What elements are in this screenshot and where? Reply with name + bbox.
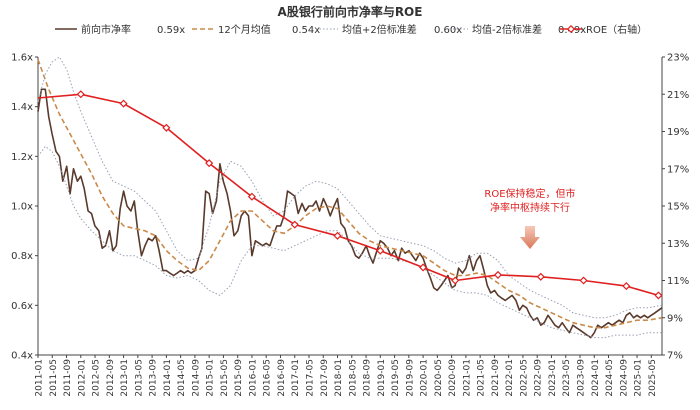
roe-point-marker — [162, 123, 171, 132]
x-tick-label: 2020-01 — [420, 359, 430, 397]
x-tick-label: 2025-05 — [648, 359, 658, 397]
x-tick-label: 2020-05 — [434, 359, 444, 397]
x-tick-label: 2011-09 — [63, 359, 73, 397]
x-tick-label: 2019-01 — [377, 359, 387, 397]
x-tick-label: 2011-05 — [49, 359, 59, 397]
series-line-3 — [37, 145, 662, 339]
x-tick-label: 2016-09 — [277, 359, 287, 397]
legend-label-1: 12个月均值 — [218, 23, 271, 36]
annotation-text-line: ROE保持稳定，但市 — [484, 187, 575, 200]
x-tick-label: 2018-09 — [363, 359, 373, 397]
y-right-tick-label: 7% — [667, 351, 683, 362]
y-left-tick-label: 1.4x — [11, 102, 33, 113]
x-tick-label: 2014-05 — [177, 359, 187, 397]
legend-label-2: 均值+2倍标准差 — [342, 23, 417, 36]
x-tick-label: 2017-01 — [291, 359, 301, 397]
down-arrow-icon — [520, 226, 540, 249]
roe-point-marker — [119, 99, 128, 108]
y-right-tick-label: 13% — [667, 239, 689, 250]
x-tick-label: 2024-09 — [619, 359, 629, 397]
x-tick-label: 2012-09 — [106, 359, 116, 397]
series-line-1 — [37, 59, 663, 329]
legend-label-3: 均值-2倍标准差 — [472, 23, 542, 36]
x-tick-label: 2023-05 — [562, 359, 572, 397]
x-tick-label: 2014-01 — [163, 359, 173, 397]
y-right-tick-label: 17% — [667, 164, 689, 175]
roe-point-marker — [76, 90, 85, 99]
annotation-text-line: 净率中枢持续下行 — [490, 201, 570, 214]
y-right-tick-label: 15% — [667, 202, 689, 213]
x-tick-label: 2018-05 — [348, 359, 358, 397]
y-left-tick-label: 1.0x — [11, 202, 33, 213]
series-line-2 — [37, 56, 662, 319]
x-tick-label: 2021-05 — [477, 359, 487, 397]
x-tick-label: 2021-09 — [491, 359, 501, 397]
x-tick-label: 2012-05 — [92, 359, 102, 397]
series-line-4 — [37, 93, 659, 297]
x-tick-label: 2017-05 — [305, 359, 315, 397]
y-left-tick-label: 0.4x — [11, 351, 33, 362]
x-tick-label: 2017-09 — [320, 359, 330, 397]
x-tick-label: 2015-09 — [234, 359, 244, 397]
x-tick-label: 2018-01 — [334, 359, 344, 397]
x-tick-label: 2022-01 — [505, 359, 515, 397]
y-right-tick-label: 21% — [667, 90, 689, 101]
x-tick-label: 2012-01 — [77, 359, 87, 397]
x-tick-label: 2022-09 — [534, 359, 544, 397]
y-right-tick-label: 9% — [667, 313, 683, 324]
roe-point-marker — [654, 291, 663, 300]
roe-point-marker — [419, 263, 428, 272]
roe-point-marker — [622, 282, 631, 291]
legend: 前向市净率 0.59x 12个月均值 0.54x 均值+2倍标准差 0.60x 均值-2倍标… — [55, 23, 647, 36]
roe-point-marker — [536, 272, 545, 281]
x-tick-label: 2023-01 — [548, 359, 558, 397]
x-tick-label: 2024-05 — [605, 359, 615, 397]
chart-title: A股银行前向市净率与ROE — [278, 4, 423, 19]
roe-point-marker — [205, 159, 214, 168]
x-tick-label: 2016-05 — [263, 359, 273, 397]
legend-label-0: 前向市净率 — [81, 23, 131, 36]
y-left-tick-label: 1.2x — [11, 152, 33, 163]
y-left-tick-label: 1.6x — [11, 53, 33, 64]
x-tick-label: 2016-01 — [248, 359, 258, 397]
x-tick-label: 2024-01 — [591, 359, 601, 397]
x-tick-label: 2019-05 — [391, 359, 401, 397]
x-tick-label: 2013-09 — [149, 359, 159, 397]
x-tick-label: 2019-09 — [405, 359, 415, 397]
x-tick-label: 2020-09 — [448, 359, 458, 397]
x-tick-label: 2022-05 — [519, 359, 529, 397]
x-tick-label: 2013-01 — [120, 359, 130, 397]
roe-point-marker — [376, 246, 385, 255]
x-tick-label: 2025-01 — [634, 359, 644, 397]
legend-value-0: 0.59x — [157, 25, 185, 36]
roe-point-marker — [333, 231, 342, 240]
legend-value-2: 0.60x — [434, 25, 462, 36]
y-right-tick-label: 11% — [667, 276, 689, 287]
roe-point-marker — [451, 276, 460, 285]
x-tick-label: 2013-05 — [134, 359, 144, 397]
x-tick-label: 2015-01 — [206, 359, 216, 397]
roe-point-marker — [493, 270, 503, 279]
y-left-tick-label: 0.8x — [11, 251, 33, 262]
legend-marker — [566, 24, 576, 34]
roe-point-marker — [579, 276, 588, 285]
legend-value-1: 0.54x — [292, 25, 320, 36]
legend-label-4: ROE（右轴） — [586, 23, 647, 36]
x-tick-label: 2021-01 — [462, 359, 472, 397]
series-layer — [37, 56, 663, 339]
x-tick-label: 2015-05 — [220, 359, 230, 397]
axes: 0.4x 0.6x 0.8x 1.0x 1.2x 1.4x 1.6x 7% 9% 11% 13% 15… — [11, 53, 689, 397]
y-right-tick-label: 19% — [667, 127, 689, 138]
roe-point-marker — [290, 220, 299, 229]
roe-point-marker — [247, 192, 256, 201]
y-right-tick-label: 23% — [667, 53, 689, 64]
y-left-tick-label: 0.6x — [11, 301, 33, 312]
x-tick-label: 2014-09 — [191, 359, 201, 397]
x-tick-label: 2023-09 — [576, 359, 586, 397]
x-tick-label: 2011-01 — [35, 359, 45, 397]
